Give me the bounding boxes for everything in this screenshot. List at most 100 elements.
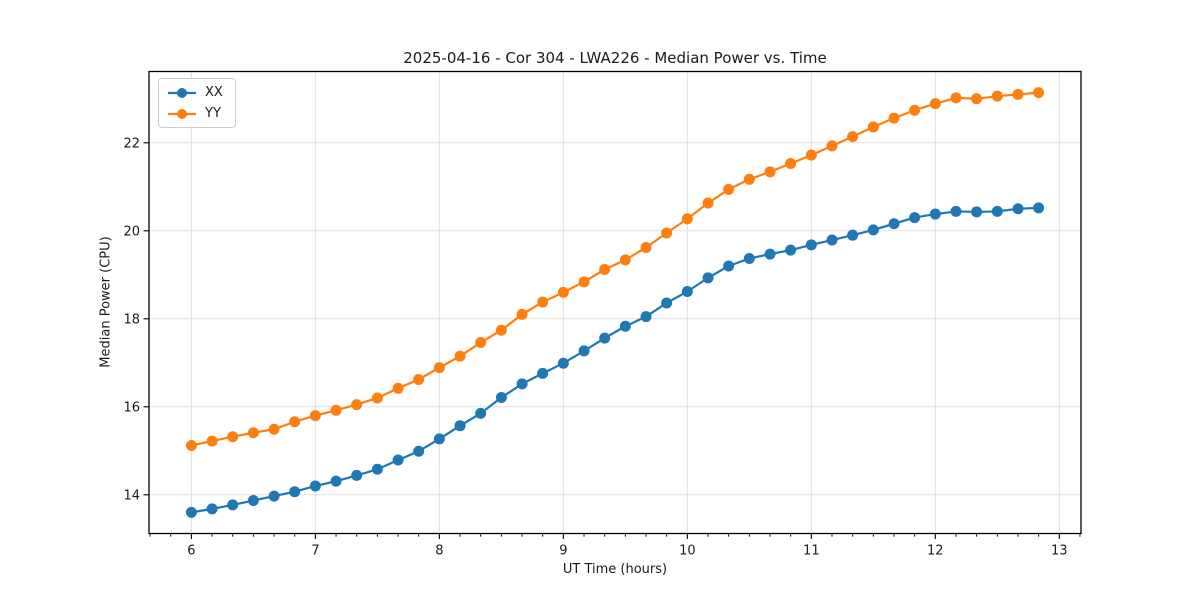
x-tick-label: 7 [311, 544, 319, 559]
legend-line-marker-icon [168, 87, 196, 98]
legend-item-xx: XX [167, 84, 223, 101]
y-tick-label: 14 [123, 488, 140, 503]
x-tick-label: 11 [803, 544, 820, 559]
data-point-yy [991, 90, 1003, 102]
y-axis-label: Median Power (CPU) [98, 236, 114, 368]
data-point-xx [289, 486, 301, 498]
data-point-xx [702, 272, 714, 284]
data-point-yy [309, 410, 321, 422]
legend-item-yy: YY [167, 105, 223, 122]
x-tick-label: 12 [927, 544, 944, 559]
data-point-xx [309, 480, 321, 492]
series-line-yy [191, 91, 1039, 447]
data-point-xx [557, 357, 569, 369]
data-point-xx [971, 206, 983, 218]
data-point-yy [971, 93, 983, 105]
data-point-xx [330, 475, 342, 487]
axes-border [148, 70, 1082, 535]
data-point-yy [950, 92, 962, 104]
x-tick-label: 6 [187, 544, 195, 559]
x-tick-label: 13 [1051, 544, 1068, 559]
data-point-yy [351, 399, 363, 411]
data-point-yy [289, 416, 301, 428]
data-point-yy [475, 337, 487, 349]
data-point-xx [516, 378, 528, 390]
data-point-yy [805, 149, 817, 161]
data-point-xx [991, 205, 1003, 217]
legend-line-marker-icon [168, 108, 196, 119]
data-point-xx [764, 248, 776, 260]
data-point-yy [247, 427, 259, 439]
data-point-xx [619, 320, 631, 332]
data-point-yy [268, 423, 280, 435]
legend-label-yy: YY [205, 106, 221, 121]
data-point-yy [847, 131, 859, 143]
data-point-xx [413, 445, 425, 457]
data-point-yy [1012, 88, 1024, 100]
data-point-yy [330, 404, 342, 416]
data-point-xx [805, 239, 817, 251]
data-point-xx [681, 286, 693, 297]
data-point-xx [1033, 202, 1045, 214]
y-tick-label: 18 [123, 312, 140, 327]
data-point-xx [785, 244, 797, 256]
data-point-yy [929, 98, 941, 110]
data-point-xx [392, 454, 404, 466]
x-tick-label: 9 [559, 544, 567, 559]
data-point-yy [619, 254, 631, 266]
data-point-xx [475, 407, 487, 419]
data-point-xx [929, 208, 941, 220]
data-point-yy [661, 227, 673, 239]
data-point-yy [185, 440, 197, 451]
data-point-xx [247, 495, 259, 506]
data-point-yy [392, 382, 404, 394]
data-point-yy [537, 296, 549, 308]
data-point-yy [413, 374, 425, 385]
data-point-xx [723, 260, 735, 272]
data-point-xx [578, 345, 590, 357]
data-point-yy [516, 308, 528, 320]
data-point-xx [661, 297, 673, 309]
data-point-xx [371, 463, 383, 475]
data-point-yy [454, 350, 466, 362]
data-point-yy [578, 276, 590, 288]
data-point-xx [909, 212, 921, 224]
data-point-xx [206, 503, 218, 515]
chart-title: 2025-04-16 - Cor 304 - LWA226 - Median P… [403, 49, 827, 67]
y-tick-label: 20 [123, 224, 140, 239]
data-point-xx [867, 224, 879, 236]
series-line-xx [191, 206, 1039, 514]
x-axis-label: UT Time (hours) [562, 562, 668, 577]
data-point-yy [599, 264, 611, 275]
data-point-xx [433, 433, 445, 445]
data-point-yy [227, 431, 239, 443]
data-point-xx [495, 392, 507, 404]
data-point-xx [599, 332, 611, 344]
data-point-yy [557, 286, 569, 298]
data-point-xx [743, 253, 755, 264]
data-point-xx [950, 205, 962, 217]
legend-label-xx: XX [205, 85, 223, 100]
data-point-xx [454, 420, 466, 432]
data-point-xx [640, 311, 652, 323]
data-point-xx [227, 499, 239, 511]
data-point-yy [826, 140, 838, 152]
data-point-xx [268, 490, 280, 502]
x-tick-label: 8 [435, 544, 443, 559]
x-tick-label: 10 [679, 544, 696, 559]
y-tick-label: 16 [123, 400, 140, 415]
data-point-xx [185, 506, 197, 518]
data-point-yy [723, 183, 735, 195]
data-point-xx [537, 367, 549, 379]
data-point-yy [909, 104, 921, 116]
data-point-yy [206, 435, 218, 447]
data-point-yy [1033, 87, 1045, 99]
data-point-xx [888, 218, 900, 230]
data-point-yy [371, 392, 383, 404]
data-point-yy [785, 157, 797, 169]
data-point-xx [826, 234, 838, 246]
data-point-xx [1012, 203, 1024, 215]
data-point-yy [867, 121, 879, 133]
data-point-yy [888, 112, 900, 124]
